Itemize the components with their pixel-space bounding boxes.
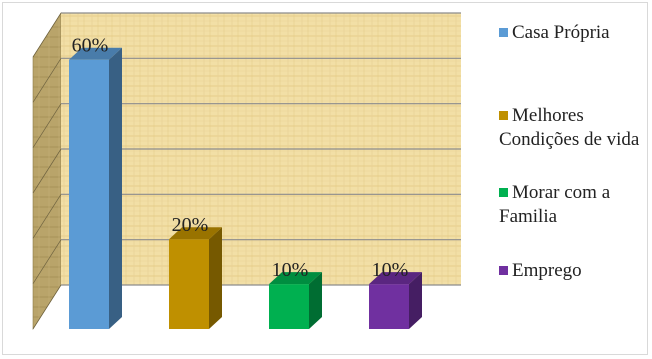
legend-label-emprego: Emprego xyxy=(512,260,582,281)
legend-swatch-melhores-condicoes xyxy=(499,111,508,120)
side-gridline xyxy=(32,148,62,194)
legend-item-emprego: Emprego xyxy=(499,259,649,283)
data-label: 10% xyxy=(372,259,409,281)
bar-chart: 60% 20% 10% 10% xyxy=(32,11,461,331)
side-gridline xyxy=(32,103,62,148)
bar-side xyxy=(209,227,222,329)
bar xyxy=(69,59,109,329)
side-gridline xyxy=(32,194,62,239)
legend-swatch-morar-com-a-familia xyxy=(499,188,508,197)
bar xyxy=(169,239,209,329)
side-gridline xyxy=(32,284,62,330)
legend-item-casa-propria: Casa Própria xyxy=(499,21,649,45)
side-gridline xyxy=(32,239,62,284)
legend-item-melhores-condicoes: Melhores Condições de vida xyxy=(499,104,649,152)
chart-frame: 60% 20% 10% 10% Casa Própria Melhores Condi… xyxy=(2,2,648,355)
legend-label-melhores-condicoes: Melhores Condições de vida xyxy=(499,105,640,150)
bar-side xyxy=(309,272,322,329)
bar-top xyxy=(69,47,122,60)
bar-side xyxy=(409,272,422,329)
bar-top xyxy=(369,272,422,285)
legend-swatch-casa-propria xyxy=(499,28,508,37)
bar-top xyxy=(169,227,222,240)
data-label: 10% xyxy=(272,259,309,281)
side-gridline xyxy=(32,12,62,58)
legend-label-casa-propria: Casa Própria xyxy=(512,22,610,43)
data-label: 60% xyxy=(72,35,109,57)
legend-item-morar-com-a-familia: Morar com a Familia xyxy=(499,181,649,229)
bar-side xyxy=(109,47,122,329)
bar xyxy=(269,284,309,329)
side-gridline xyxy=(32,58,62,103)
legend-label-morar-com-a-familia: Morar com a Familia xyxy=(499,182,611,227)
data-label: 20% xyxy=(172,214,209,236)
bar xyxy=(369,284,409,329)
legend-swatch-emprego xyxy=(499,266,508,275)
bar-top xyxy=(269,272,322,285)
